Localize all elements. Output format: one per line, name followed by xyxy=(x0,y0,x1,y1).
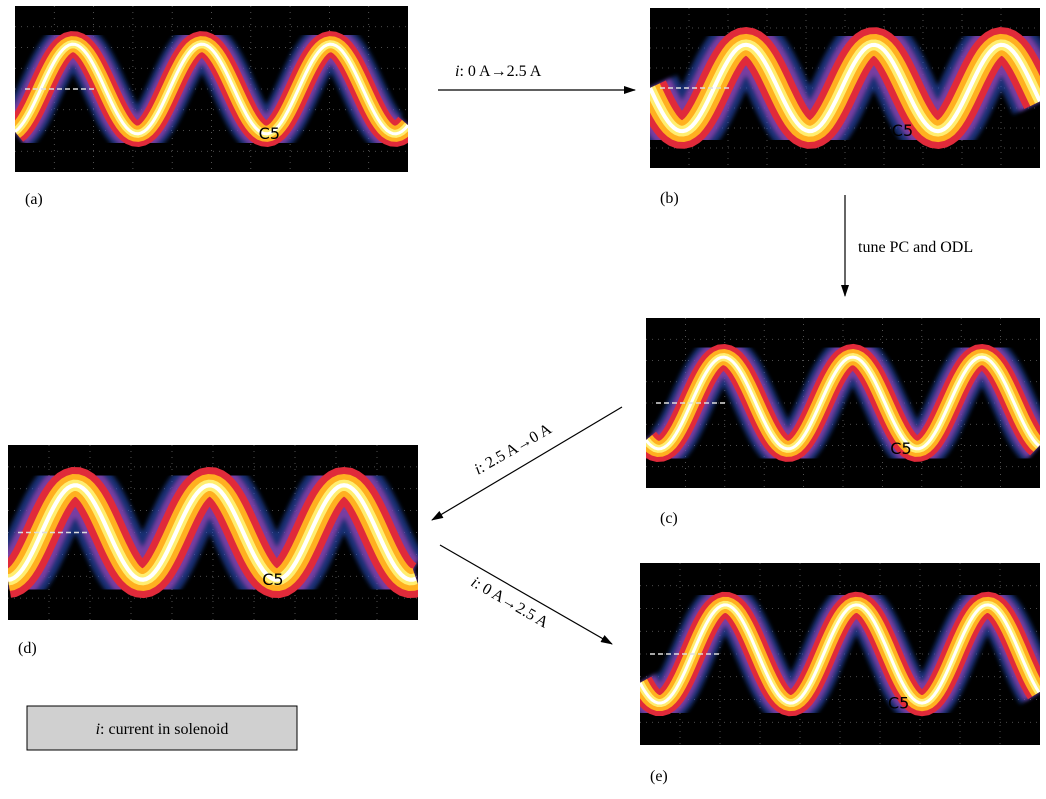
panel-label: (a) xyxy=(25,191,43,208)
scope-panel: C5 (e) xyxy=(640,563,1040,785)
panel-label: (c) xyxy=(660,510,678,527)
arrow-label: i: 0 A→2.5 A xyxy=(455,63,542,80)
arrow-label: i: 2.5 A→0 A xyxy=(472,420,556,478)
scope-panel: C5 (a) xyxy=(15,6,408,208)
waveform xyxy=(650,14,1040,162)
scope-marker: C5 xyxy=(888,694,909,713)
waveform-band xyxy=(650,42,1040,134)
scope-panel: C5 (c) xyxy=(646,318,1040,527)
panels: C5 (a) C5 (b) C5 (c) C5 (d) C5 (e) xyxy=(8,6,1040,785)
scope-panel: C5 (b) xyxy=(650,8,1040,207)
waveform xyxy=(640,582,1040,726)
waveform xyxy=(8,454,418,611)
panel-label: (e) xyxy=(650,768,668,785)
waveform xyxy=(646,334,1040,472)
waveform-band xyxy=(15,42,408,136)
legend-box xyxy=(26,705,298,751)
scope-marker: C5 xyxy=(262,570,283,589)
scope-panel: C5 (d) xyxy=(8,445,418,657)
waveform xyxy=(15,21,408,157)
arrow-label: tune PC and ODL xyxy=(858,239,973,256)
scope-marker: C5 xyxy=(892,121,913,140)
panel-label: (d) xyxy=(18,640,37,657)
scope-marker: C5 xyxy=(890,439,911,458)
legend-text: i: current in solenoid xyxy=(96,721,229,738)
panel-label: (b) xyxy=(660,190,679,207)
waveform-band xyxy=(8,483,417,582)
arrow-label: i: 0 A→2.5 A xyxy=(468,574,552,632)
waveform-band xyxy=(640,603,1040,705)
arrow xyxy=(431,406,623,521)
scope-marker: C5 xyxy=(259,124,280,143)
waveform-band xyxy=(646,355,1040,451)
arrow xyxy=(439,544,613,645)
